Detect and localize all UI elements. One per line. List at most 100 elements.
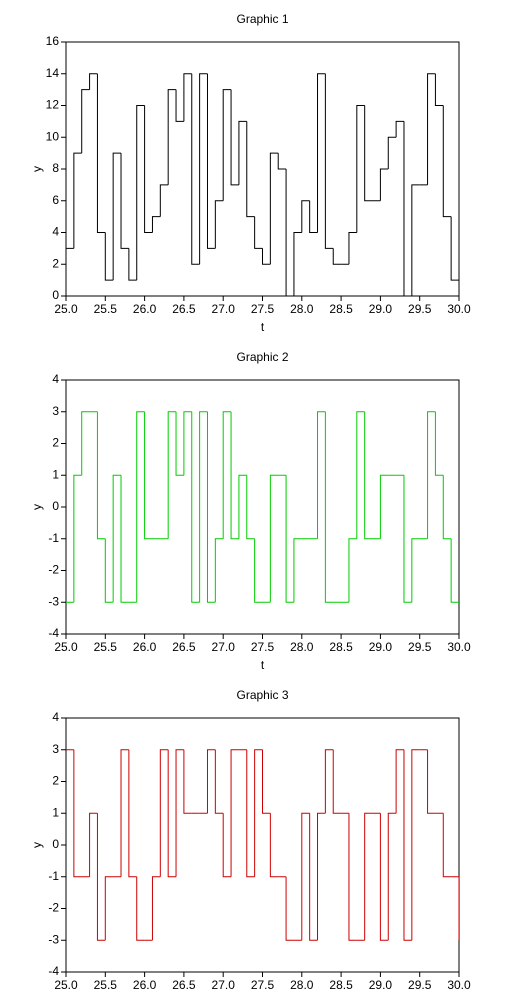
step-segment (167, 749, 177, 878)
step-segment (151, 216, 161, 233)
step-segment (206, 73, 216, 249)
step-segment (128, 248, 137, 281)
step-segment (379, 474, 389, 539)
step-segment (442, 813, 452, 878)
step-segment (151, 876, 161, 941)
step-segment (136, 876, 145, 941)
step-segment (309, 813, 318, 941)
step-segment (403, 121, 412, 296)
step-segment (379, 813, 389, 941)
y-tick-label: 12 (46, 98, 60, 112)
step-segment (324, 411, 334, 603)
step-segment (427, 749, 436, 814)
step-segment (96, 73, 106, 233)
x-tick-label: 28.5 (329, 302, 353, 316)
chart-title: Graphic 3 (236, 688, 288, 702)
step-segment (222, 411, 232, 539)
step-segment (434, 73, 444, 106)
y-tick-label: 3 (52, 404, 59, 418)
step-segment (254, 749, 263, 877)
step-segment (183, 411, 192, 476)
step-segment (317, 812, 326, 941)
step-segment (136, 105, 145, 281)
x-tick-label: 26.5 (172, 978, 196, 992)
x-tick-label: 28.0 (290, 302, 314, 316)
step-segment (403, 475, 412, 603)
step-segment (230, 89, 239, 186)
y-tick-label: 1 (52, 805, 59, 819)
x-axis-label: t (261, 658, 265, 672)
step-segment (206, 749, 216, 814)
x-tick-label: 25.0 (54, 978, 78, 992)
y-tick-label: 0 (52, 837, 59, 851)
step-segment (191, 411, 200, 603)
x-tick-label: 26.5 (172, 302, 196, 316)
step-segment (269, 813, 279, 878)
step-segment (348, 538, 357, 603)
step-segment (254, 538, 263, 603)
y-axis-label: y (30, 842, 44, 848)
step-segment (96, 411, 106, 540)
step-segment (403, 749, 412, 941)
step-segment (411, 538, 420, 603)
y-axis-label: y (30, 166, 44, 172)
step-segment (356, 105, 365, 233)
step-segment (199, 411, 208, 603)
x-tick-label: 26.5 (172, 640, 196, 654)
step-segment (136, 411, 145, 603)
series (66, 749, 459, 941)
step-segment (434, 411, 444, 476)
x-tick-label: 25.5 (94, 978, 118, 992)
step-segment (262, 749, 271, 814)
step-segment (81, 411, 90, 476)
step-segment (262, 248, 271, 265)
y-tick-label: 0 (52, 288, 59, 302)
x-tick-label: 27.5 (251, 978, 275, 992)
x-tick-label: 29.0 (369, 640, 393, 654)
step-segment (427, 73, 436, 185)
step-segment (442, 105, 452, 218)
step-segment (120, 749, 129, 877)
step-segment (285, 876, 294, 941)
step-segment (175, 749, 184, 877)
step-segment (183, 749, 192, 814)
x-tick-label: 26.0 (133, 640, 157, 654)
y-tick-label: 3 (52, 742, 59, 756)
step-segment (159, 749, 169, 877)
step-segment (301, 200, 310, 233)
step-segment (411, 749, 420, 941)
step-segment (120, 475, 129, 603)
step-segment (317, 411, 326, 539)
step-segment (356, 411, 365, 539)
x-tick-label: 30.0 (447, 978, 471, 992)
step-segment (364, 812, 373, 941)
step-segment (269, 474, 279, 603)
step-segment (167, 411, 177, 539)
y-tick-label: 10 (46, 129, 60, 143)
step-segment (81, 89, 90, 154)
y-tick-label: -3 (48, 932, 59, 946)
x-tick-label: 28.5 (329, 978, 353, 992)
step-segment (293, 232, 302, 296)
x-tick-label: 27.0 (212, 978, 236, 992)
step-segment (246, 475, 255, 540)
y-tick-label: 0 (52, 499, 59, 513)
step-segment (112, 474, 122, 603)
step-segment (324, 749, 334, 814)
y-tick-label: -4 (48, 964, 59, 978)
step-segment (285, 169, 294, 296)
chart: Graphic 1 t y 25.0 25.5 26.0 26.5 27.0 27.5 28.0 2… (30, 12, 471, 334)
step-segment (411, 184, 420, 296)
x-tick-label: 25.5 (94, 302, 118, 316)
step-segment (73, 152, 82, 249)
step-segment (379, 168, 389, 201)
x-tick-label: 25.0 (54, 302, 78, 316)
x-tick-label: 25.0 (54, 640, 78, 654)
step-segment (395, 120, 404, 138)
step-segment (301, 812, 310, 941)
step-segment (442, 475, 452, 540)
y-tick-label: -1 (48, 531, 59, 545)
step-segment (364, 411, 373, 540)
step-segment (285, 475, 294, 603)
